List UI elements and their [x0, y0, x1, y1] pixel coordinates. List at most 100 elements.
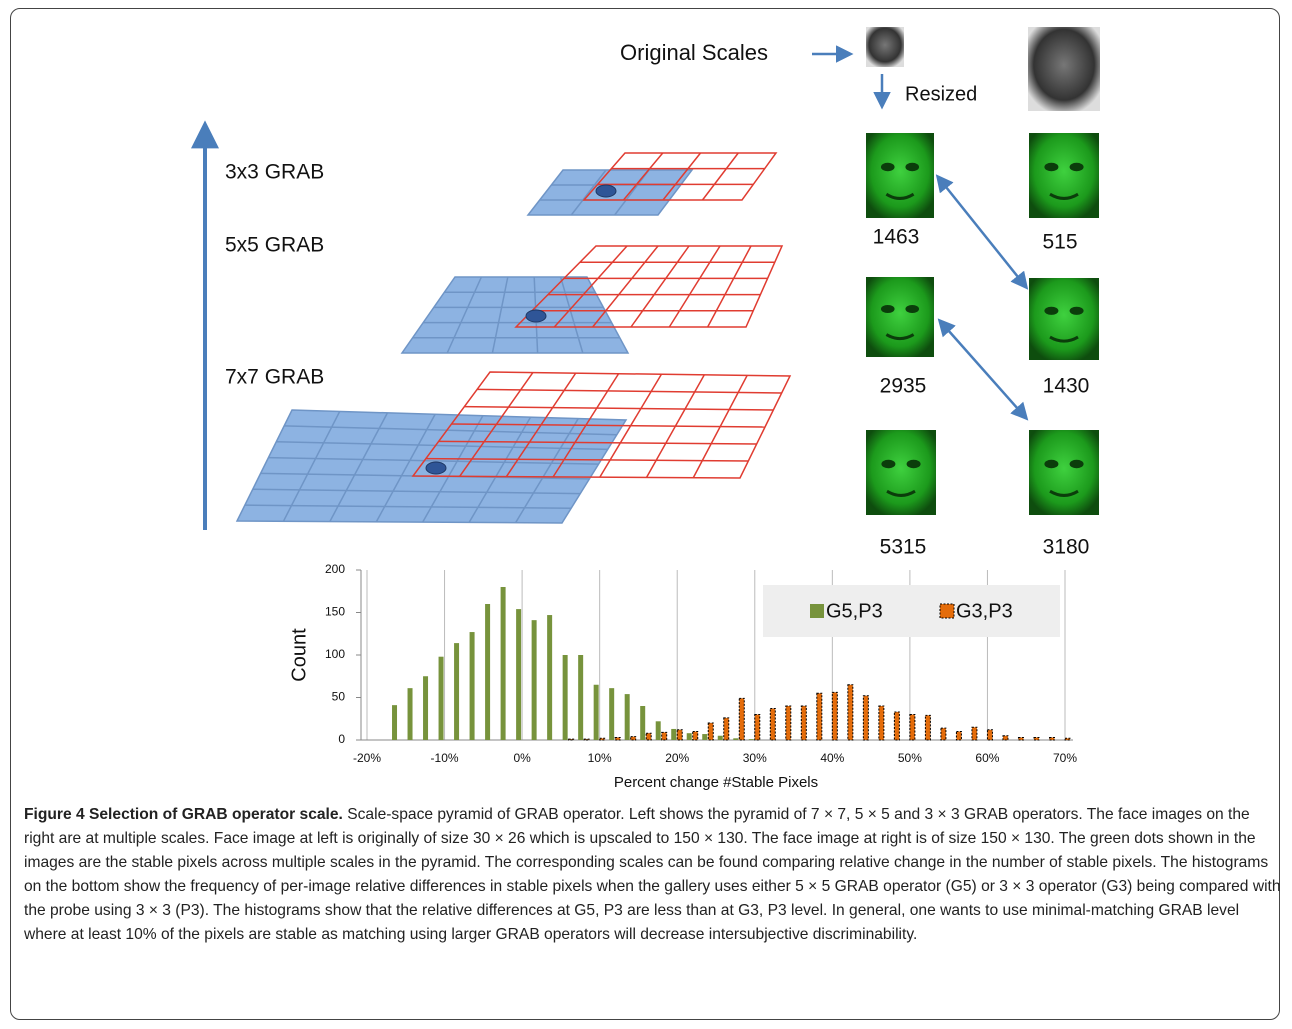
bar — [423, 676, 429, 740]
operator-label: 3x3 GRAB — [225, 161, 324, 184]
grid-line — [630, 245, 690, 328]
match-arrow — [935, 174, 1029, 290]
face-feature — [1049, 192, 1079, 200]
bar — [531, 620, 537, 740]
face-image — [866, 133, 934, 218]
bar — [862, 695, 869, 741]
bar — [1033, 736, 1040, 741]
legend-box — [763, 585, 1060, 637]
bar — [986, 729, 993, 741]
face-feature — [1044, 459, 1059, 469]
grid-line — [276, 440, 608, 451]
grid-line — [491, 276, 509, 354]
face-image — [866, 277, 934, 357]
grid-cell-area — [400, 276, 630, 354]
center-dot — [595, 184, 617, 198]
bar — [717, 735, 723, 740]
y-tick-label: 200 — [325, 562, 345, 576]
bar — [769, 708, 776, 741]
grid-line — [422, 415, 484, 523]
legend-swatch — [810, 604, 824, 618]
pixel-count: 3180 — [1043, 536, 1090, 559]
grid-line — [707, 245, 752, 328]
face-feature — [905, 162, 920, 172]
bar — [583, 738, 590, 741]
pixel-count: 1463 — [873, 226, 920, 249]
grid-line — [553, 245, 628, 328]
bar — [645, 732, 652, 741]
legend-label: G3,P3 — [956, 600, 1013, 622]
y-axis-label: Count — [288, 628, 310, 682]
bar — [971, 726, 978, 741]
bar — [738, 697, 745, 741]
x-tick-label: 10% — [588, 751, 612, 765]
bar — [661, 731, 668, 741]
bar — [614, 736, 621, 741]
bar — [609, 688, 615, 740]
grid-line — [570, 169, 607, 216]
bar — [754, 714, 761, 741]
bar — [878, 705, 885, 741]
bar — [816, 692, 823, 741]
face-image — [1028, 27, 1100, 111]
bar — [630, 736, 637, 741]
pixel-count: 515 — [1042, 231, 1077, 254]
operator-label: 7x7 GRAB — [225, 366, 324, 389]
bar — [723, 717, 730, 741]
bar — [485, 604, 491, 740]
bar — [547, 615, 553, 740]
face-image — [1029, 133, 1099, 218]
bar — [599, 737, 606, 741]
grid-line — [592, 245, 659, 328]
face-feature — [885, 333, 915, 341]
bar — [924, 714, 931, 741]
grid-line — [622, 152, 664, 201]
bar — [785, 705, 792, 741]
face-feature — [1069, 459, 1084, 469]
match-arrow — [937, 318, 1029, 421]
x-tick-label: 70% — [1053, 751, 1077, 765]
pixel-count: 5315 — [880, 536, 927, 559]
grid-line — [284, 425, 617, 436]
face-feature — [886, 489, 916, 497]
face-feature — [1069, 162, 1084, 172]
bar — [516, 609, 522, 740]
bar — [469, 632, 475, 740]
operator-label: 5x5 GRAB — [225, 234, 324, 257]
caption-text: Scale-space pyramid of GRAB operator. Le… — [24, 806, 1281, 943]
caption-title: Figure 4 Selection of GRAB operator scal… — [24, 806, 343, 823]
grid-line — [468, 416, 532, 523]
bar — [893, 711, 900, 741]
caption: Figure 4 Selection of GRAB operator scal… — [24, 803, 1282, 947]
center-dot — [525, 309, 547, 323]
bar — [671, 728, 677, 740]
bar — [955, 731, 962, 741]
center-dot — [425, 461, 447, 475]
grid-line — [252, 488, 581, 495]
bar — [562, 655, 568, 740]
y-tick-label: 50 — [332, 690, 346, 704]
bar — [655, 721, 661, 740]
x-tick-label: 60% — [975, 751, 999, 765]
resized-label: Resized — [905, 83, 977, 105]
grid-line — [329, 412, 389, 522]
bar — [500, 587, 506, 740]
face-feature — [1044, 306, 1059, 315]
face-feature — [1049, 335, 1079, 343]
grid-line — [514, 418, 579, 524]
x-axis-label: Percent change #Stable Pixels — [614, 774, 818, 791]
x-tick-label: 30% — [743, 751, 767, 765]
face-feature — [880, 162, 895, 172]
x-tick-label: 40% — [820, 751, 844, 765]
bar — [909, 714, 916, 741]
bar — [392, 705, 398, 740]
face-feature — [906, 459, 921, 469]
bar — [847, 684, 854, 741]
face-feature — [1049, 489, 1079, 497]
grid-line — [282, 411, 341, 522]
face-image — [866, 430, 936, 515]
bar — [1002, 735, 1009, 741]
grid-line — [559, 276, 584, 354]
figure-frame — [10, 8, 1280, 1020]
